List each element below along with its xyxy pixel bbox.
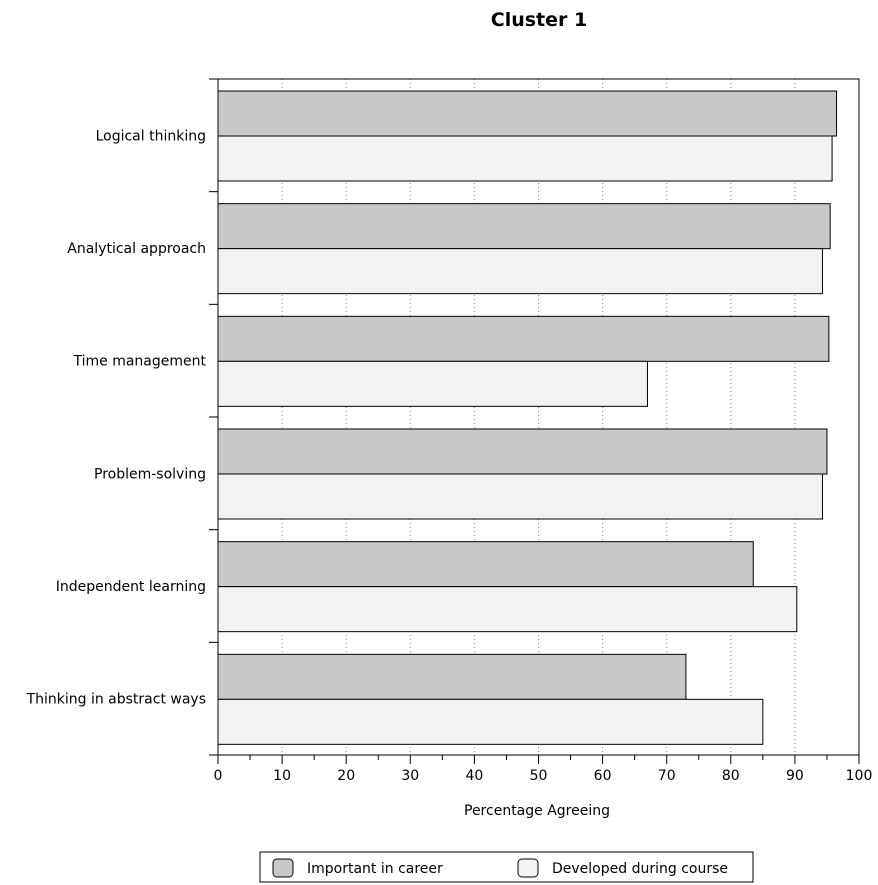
category-label-logical-thinking: Logical thinking [96, 128, 206, 144]
x-tick-label-30: 30 [401, 768, 419, 784]
bar-time-management-developed-during-course [217, 360, 648, 407]
bar-time-management-important-in-career [217, 315, 830, 362]
bars [217, 90, 838, 745]
chart-title: Cluster 1 [491, 9, 587, 31]
bar-problem-solving-developed-during-course [217, 473, 823, 520]
category-label-analytical-approach: Analytical approach [67, 241, 206, 257]
x-tick-label-100: 100 [846, 768, 873, 784]
legend: Important in career Developed during cou… [259, 851, 754, 883]
x-tick-label-90: 90 [786, 768, 804, 784]
legend-swatch-important-in-career [272, 858, 294, 878]
x-tick-label-70: 70 [658, 768, 676, 784]
x-tick-label-60: 60 [594, 768, 612, 784]
bar-analytical-approach-developed-during-course [217, 248, 823, 295]
bar-analytical-approach-important-in-career [217, 203, 831, 250]
legend-label-developed-during-course: Developed during course [552, 861, 728, 877]
bar-thinking-in-abstract-ways-developed-during-course [217, 698, 764, 745]
bar-thinking-in-abstract-ways-important-in-career [217, 653, 687, 700]
category-label-problem-solving: Problem-solving [94, 466, 206, 482]
x-tick-label-40: 40 [465, 768, 483, 784]
bar-independent-learning-developed-during-course [217, 586, 798, 633]
x-tick-label-80: 80 [722, 768, 740, 784]
bar-problem-solving-important-in-career [217, 428, 828, 475]
bar-independent-learning-important-in-career [217, 541, 754, 588]
x-tick-label-50: 50 [530, 768, 548, 784]
legend-label-important-in-career: Important in career [307, 861, 443, 877]
y-axis-ticks [209, 78, 218, 756]
category-labels: Logical thinking Analytical approach Time … [26, 128, 207, 707]
bar-logical-thinking-developed-during-course [217, 135, 833, 182]
x-tick-label-20: 20 [337, 768, 355, 784]
x-axis-ticks: 0 10 20 30 40 50 60 70 80 90 100 [214, 755, 873, 784]
x-tick-label-0: 0 [214, 768, 223, 784]
x-tick-label-10: 10 [273, 768, 291, 784]
x-axis-title: Percentage Agreeing [464, 803, 610, 819]
legend-frame [259, 851, 754, 883]
category-label-thinking-in-abstract-ways: Thinking in abstract ways [26, 692, 206, 708]
grid [281, 79, 796, 755]
bar-logical-thinking-important-in-career [217, 90, 838, 137]
category-label-time-management: Time management [73, 354, 207, 370]
legend-swatch-developed-during-course [517, 858, 539, 878]
category-label-independent-learning: Independent learning [56, 579, 206, 595]
